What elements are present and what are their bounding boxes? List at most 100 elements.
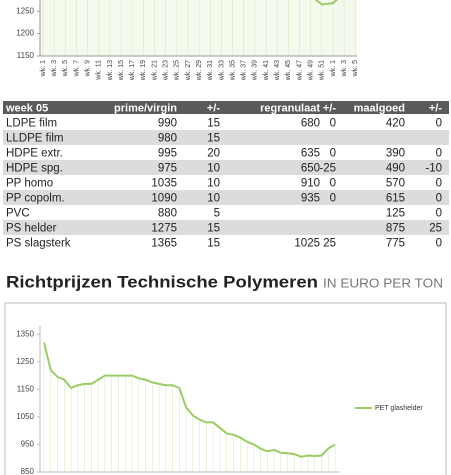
- heading-title: Richtprijzen Technische Polymeren: [6, 272, 318, 291]
- table-row-bg: [3, 220, 449, 235]
- x-tick-label: wk. 15: [118, 60, 125, 81]
- table-header-bg: [3, 101, 449, 114]
- table-cell: 5: [214, 208, 220, 220]
- table-cell: 910: [301, 178, 320, 190]
- legend-label: PET glashelder: [375, 405, 423, 412]
- y-tick-label: 1250: [16, 6, 34, 15]
- table-cell: 25: [429, 223, 442, 235]
- x-tick-label: wk. 51: [319, 60, 326, 81]
- x-tick-label: wk. 5: [352, 60, 359, 77]
- table-cell: 15: [207, 238, 220, 250]
- table-cell: PS helder: [6, 223, 57, 235]
- x-tick-label: wk. 29: [196, 60, 203, 81]
- x-tick-label: wk. 43: [274, 60, 281, 81]
- x-tick-label: wk. 5: [62, 60, 69, 77]
- table-cell: 0: [330, 178, 336, 190]
- table-cell: 10: [207, 193, 220, 205]
- x-tick-label: wk. 47: [296, 60, 303, 81]
- y-tick-label: 1050: [16, 412, 34, 421]
- x-tick-label: wk. 11: [96, 60, 103, 81]
- data-line: [314, 0, 339, 6]
- table-cell: LDPE film: [6, 118, 57, 130]
- table-cell: 570: [386, 178, 405, 190]
- x-tick-label: wk. 7: [73, 60, 80, 77]
- table-cell: 880: [158, 208, 177, 220]
- table-cell: 975: [158, 163, 177, 175]
- chart-frame: [4, 302, 447, 475]
- table-cell: 1365: [151, 238, 177, 250]
- table-cell: -25: [319, 163, 336, 175]
- table-cell: 0: [436, 118, 442, 130]
- table-cell: 935: [301, 193, 320, 205]
- table-cell: 15: [207, 133, 220, 145]
- table-cell: 0: [436, 238, 442, 250]
- x-tick-label: wk. 31: [207, 60, 214, 81]
- table-cell: -10: [425, 163, 442, 175]
- table-header-cell: maalgoed: [354, 102, 405, 114]
- table-cell: 10: [207, 163, 220, 175]
- table-cell: 990: [158, 118, 177, 130]
- table-cell: 995: [158, 148, 177, 160]
- x-tick-label: wk. 1: [330, 60, 337, 77]
- x-tick-label: wk. 21: [151, 60, 158, 81]
- table-cell: 680: [301, 118, 320, 130]
- y-tick-label: 1150: [17, 384, 35, 393]
- table-header-cell: week 05: [5, 102, 48, 114]
- x-tick-label: wk. 13: [107, 60, 114, 81]
- table-cell: 0: [436, 193, 442, 205]
- y-tick-label: 850: [21, 467, 35, 475]
- table-cell: 1090: [151, 193, 177, 205]
- table-cell: PP homo: [6, 178, 53, 190]
- x-tick-label: wk. 19: [140, 60, 147, 81]
- table-cell: 0: [330, 193, 336, 205]
- data-line: [43, 342, 336, 458]
- table-cell: 125: [386, 208, 405, 220]
- x-tick-label: wk. 33: [218, 60, 225, 81]
- table-cell: PP copolm.: [6, 193, 65, 205]
- x-tick-label: wk. 25: [174, 60, 181, 81]
- table-row-bg: [3, 130, 449, 145]
- table-header-cell: +/-: [429, 102, 442, 114]
- y-tick-label: 1350: [16, 329, 34, 338]
- table-cell: LLDPE film: [6, 133, 64, 145]
- table-cell: 980: [158, 133, 177, 145]
- table-cell: 650: [301, 163, 320, 175]
- table-header-cell: +/-: [323, 102, 336, 114]
- table-cell: 0: [436, 148, 442, 160]
- y-tick-label: 950: [21, 440, 35, 449]
- table-cell: 0: [330, 118, 336, 130]
- table-cell: 390: [386, 148, 405, 160]
- x-tick-label: wk. 17: [129, 60, 136, 81]
- x-tick-label: wk. 27: [185, 60, 192, 81]
- table-cell: 10: [207, 178, 220, 190]
- table-cell: 15: [207, 223, 220, 235]
- x-tick-label: wk. 49: [307, 60, 314, 81]
- x-tick-label: wk. 1: [40, 60, 47, 77]
- table-cell: 490: [386, 163, 405, 175]
- table-cell: 420: [386, 118, 405, 130]
- table-cell: HDPE extr.: [6, 148, 63, 160]
- x-tick-label: wk. 35: [229, 60, 236, 81]
- table-cell: HDPE spg.: [6, 163, 63, 175]
- x-tick-label: wk. 3: [341, 60, 348, 77]
- table-cell: PS slagsterk: [6, 238, 71, 250]
- x-tick-label: wk. 39: [252, 60, 259, 81]
- plot-area: [40, 0, 357, 56]
- table-cell: 25: [323, 238, 336, 250]
- x-tick-label: wk. 45: [285, 60, 292, 81]
- y-tick-label: 1200: [16, 29, 34, 38]
- table-cell: 635: [301, 148, 320, 160]
- table-cell: 0: [330, 148, 336, 160]
- x-tick-label: wk. 23: [163, 60, 170, 81]
- table-cell: 0: [436, 178, 442, 190]
- table-cell: 1035: [151, 178, 177, 190]
- table-header-cell: regranulaat: [260, 102, 320, 114]
- y-tick-label: 1150: [17, 51, 35, 60]
- table-cell: 875: [386, 223, 405, 235]
- x-tick-label: wk. 37: [241, 60, 248, 81]
- x-tick-label: wk. 41: [263, 60, 270, 81]
- table-cell: 15: [207, 118, 220, 130]
- table-cell: 0: [436, 208, 442, 220]
